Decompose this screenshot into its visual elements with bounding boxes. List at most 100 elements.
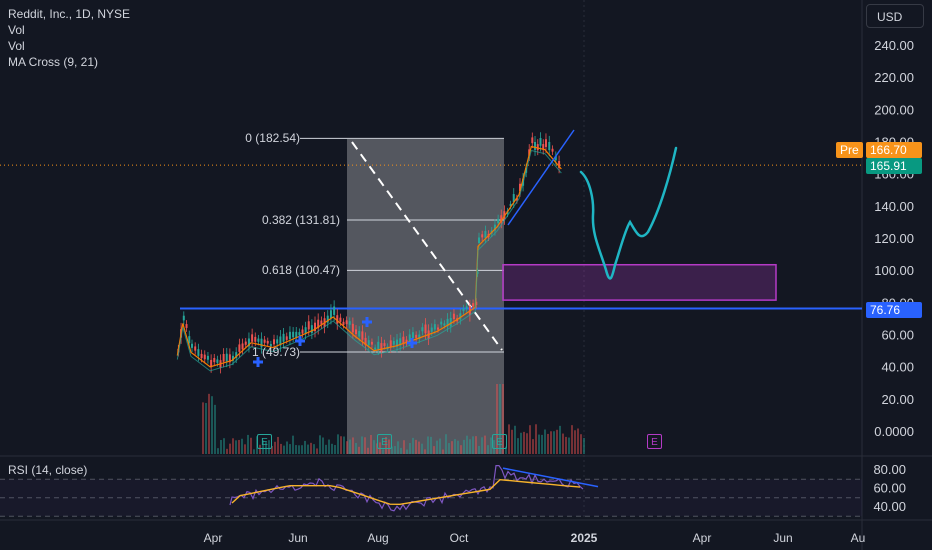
volume-bar — [313, 444, 315, 454]
volume-bar — [502, 384, 504, 454]
candle-body — [314, 322, 316, 332]
volume-bar — [409, 443, 411, 454]
candle-body — [310, 325, 313, 334]
earnings-marker[interactable]: E — [257, 434, 272, 449]
candle-body — [222, 353, 225, 362]
candle-body — [263, 339, 266, 343]
candle-body — [531, 137, 534, 144]
candle-body — [484, 230, 487, 238]
volume-bar — [391, 446, 393, 454]
candle-body — [367, 340, 370, 346]
candle-body — [548, 141, 551, 151]
volume-bar — [364, 437, 366, 454]
earnings-marker[interactable]: E — [377, 434, 392, 449]
candle-body — [342, 321, 345, 325]
candle-body — [273, 339, 275, 345]
candle-body — [197, 349, 200, 356]
volume-bar — [205, 403, 207, 454]
candle-body — [440, 321, 443, 325]
ma-slow-line — [176, 149, 562, 372]
candle-body — [509, 203, 512, 207]
candle-body — [437, 327, 439, 330]
volume-bar — [289, 444, 291, 454]
fib-level-0: 0 (182.54) — [245, 131, 300, 145]
volume-bar — [529, 425, 531, 454]
volume-bar — [526, 433, 528, 454]
earnings-marker[interactable]: E — [492, 434, 507, 449]
volume-bar — [235, 440, 237, 454]
volume-bar — [400, 447, 402, 454]
candle-body — [405, 339, 408, 343]
candle-body — [500, 215, 503, 223]
volume-bar — [547, 433, 549, 454]
rsi-band-fill — [0, 479, 862, 517]
candle-body — [443, 323, 446, 326]
candle-body — [206, 355, 209, 360]
candle-body — [185, 324, 188, 328]
candle-body — [191, 343, 193, 348]
volume-bar — [487, 445, 489, 454]
candle-body — [292, 331, 295, 338]
candle-body — [254, 336, 257, 342]
horizontal-line-price-tag: 76.76 — [866, 302, 922, 318]
volume-bar — [460, 445, 462, 454]
volume-bar — [211, 396, 213, 454]
symbol-title[interactable]: Reddit, Inc., 1D, NYSE — [8, 7, 131, 21]
volume-bar — [202, 402, 204, 454]
candle-body — [345, 320, 348, 325]
volume-bar — [523, 431, 525, 454]
volume-bar — [475, 436, 477, 454]
pre-market-badge: Pre — [836, 142, 863, 158]
target-zone-box — [502, 263, 777, 301]
volume-bar — [442, 449, 444, 454]
ma-cross-indicator-label[interactable]: MA Cross (9, 21) — [8, 55, 99, 69]
candle-body — [449, 318, 452, 327]
volume-bar — [415, 439, 417, 454]
upcoming-earnings-marker[interactable]: E — [647, 434, 662, 449]
volume-bar — [247, 434, 249, 454]
volume-bar — [229, 443, 231, 454]
candle-body — [478, 237, 480, 243]
volume-bar — [577, 428, 579, 454]
ma-cross-marker — [253, 357, 263, 367]
volume-bar — [388, 439, 390, 454]
volume-bar — [421, 443, 423, 454]
candle-body — [430, 327, 433, 332]
volume-bar — [301, 445, 303, 454]
volume-bar — [325, 444, 327, 454]
volume-bar — [511, 429, 513, 454]
volume-bar — [406, 449, 408, 454]
ma-cross-marker — [362, 317, 372, 327]
candle-body — [247, 338, 250, 347]
volume-bar — [532, 439, 534, 454]
volume-indicator-label[interactable]: Vol — [8, 23, 25, 37]
volume-bar — [568, 437, 570, 454]
volume-bar — [286, 441, 288, 454]
candle-body — [285, 336, 288, 340]
rsi-line — [229, 465, 584, 512]
volume-indicator-label-2[interactable]: Vol — [8, 39, 25, 53]
candle-body — [333, 306, 336, 315]
volume-bar — [292, 435, 294, 454]
time-axis-label: Au — [851, 531, 866, 545]
volume-bar — [433, 446, 435, 454]
candle-body — [392, 341, 395, 345]
candle-body — [377, 341, 380, 350]
candle-body — [351, 323, 354, 333]
candle-body — [238, 344, 241, 352]
volume-bar — [271, 445, 273, 454]
volume-bar — [268, 440, 270, 454]
time-axis-label: Oct — [450, 531, 469, 545]
last-price-tag: 165.91 — [866, 158, 922, 174]
candle-body — [418, 334, 421, 339]
candle-body — [188, 336, 191, 344]
candle-body — [232, 355, 234, 361]
candle-body — [260, 338, 263, 348]
currency-button[interactable]: USD — [866, 4, 924, 28]
price-axis-label: 220.00 — [874, 70, 914, 85]
price-axis-label: 200.00 — [874, 102, 914, 117]
volume-bar — [322, 437, 324, 454]
candle-body — [339, 317, 342, 322]
rsi-indicator-label[interactable]: RSI (14, close) — [8, 463, 88, 477]
